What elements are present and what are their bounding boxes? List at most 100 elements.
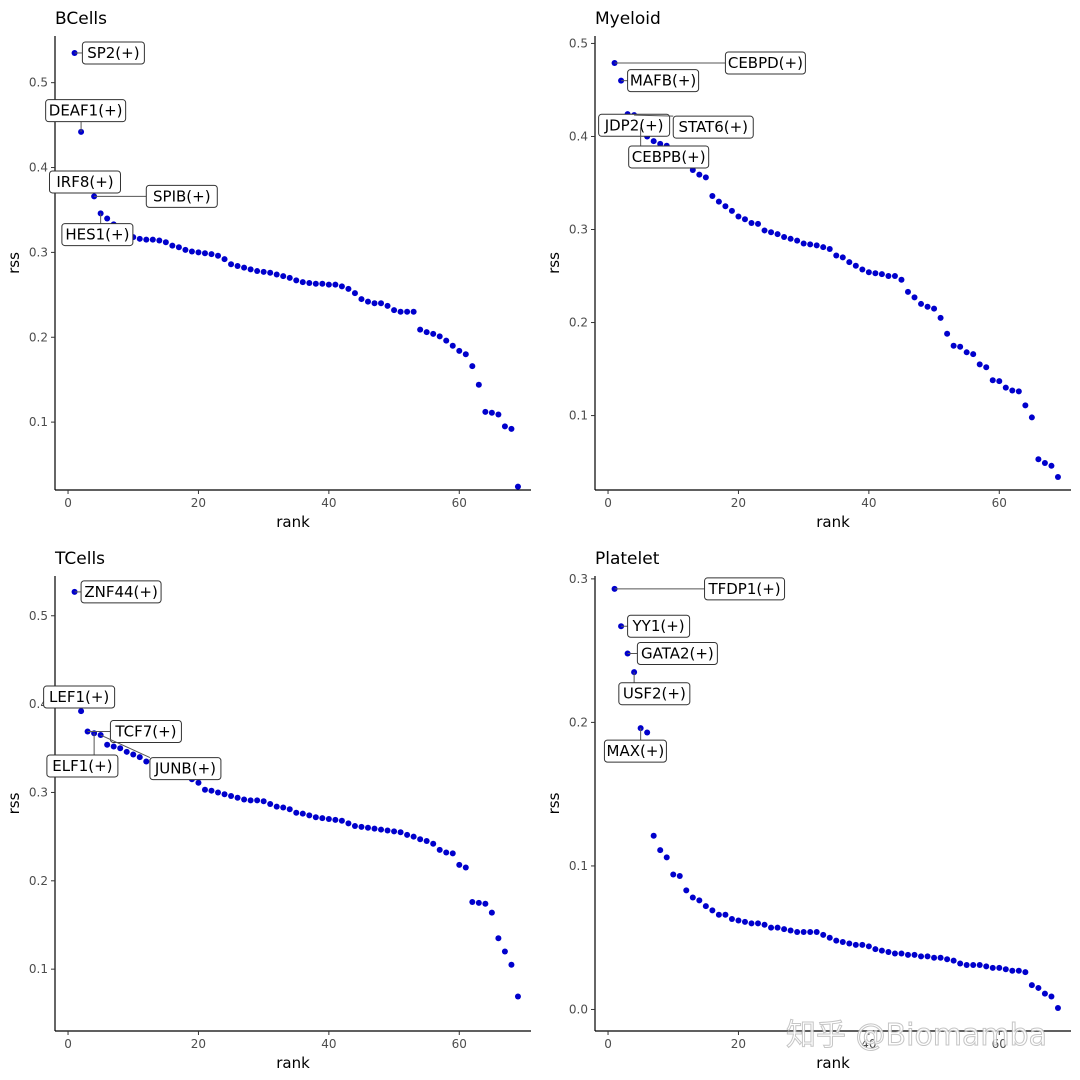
data-point bbox=[162, 239, 169, 246]
x-tick-label: 40 bbox=[861, 1037, 876, 1051]
regulon-label: SP2(+) bbox=[87, 44, 139, 62]
data-point bbox=[878, 271, 885, 278]
data-point bbox=[1009, 387, 1016, 394]
data-point bbox=[104, 215, 111, 222]
data-point bbox=[702, 174, 709, 181]
label-box bbox=[598, 113, 671, 137]
y-tick-label: 0.3 bbox=[29, 785, 48, 799]
data-point bbox=[904, 288, 911, 295]
data-point bbox=[482, 900, 489, 907]
data-point bbox=[996, 964, 1003, 971]
data-point bbox=[410, 833, 417, 840]
data-point bbox=[768, 924, 775, 931]
data-point bbox=[247, 797, 254, 804]
label-box bbox=[724, 51, 806, 75]
x-tick-label: 40 bbox=[861, 496, 876, 510]
data-point bbox=[136, 235, 143, 242]
x-tick-label: 40 bbox=[321, 496, 336, 510]
data-point bbox=[482, 408, 489, 415]
data-point bbox=[911, 294, 918, 301]
data-point bbox=[143, 758, 150, 765]
data-point bbox=[306, 279, 313, 286]
data-point bbox=[384, 827, 391, 834]
data-point bbox=[501, 948, 508, 955]
data-point bbox=[970, 351, 977, 358]
data-point bbox=[254, 797, 261, 804]
data-point bbox=[299, 810, 306, 817]
data-point bbox=[963, 349, 970, 356]
data-point bbox=[241, 264, 248, 271]
data-point bbox=[495, 411, 502, 418]
data-point bbox=[1022, 969, 1029, 976]
label-box bbox=[603, 739, 667, 763]
data-point bbox=[443, 849, 450, 856]
label-box bbox=[628, 145, 710, 169]
data-point bbox=[182, 246, 189, 253]
data-point bbox=[241, 796, 248, 803]
regulon-label: IRF8(+) bbox=[56, 173, 113, 191]
data-point bbox=[944, 956, 951, 963]
data-point bbox=[735, 213, 742, 220]
data-point bbox=[839, 254, 846, 261]
label-box bbox=[704, 577, 786, 601]
data-point bbox=[273, 803, 280, 810]
data-point bbox=[488, 909, 495, 916]
data-point bbox=[312, 814, 319, 821]
panel-title: Platelet bbox=[595, 549, 660, 569]
data-point bbox=[709, 907, 716, 914]
point-labels: CEBPD(+) MAFB(+) JDP2(+) STAT6(+) CEBPB(+) bbox=[598, 51, 806, 169]
data-point bbox=[1041, 460, 1048, 467]
label-leader-line bbox=[100, 734, 151, 759]
label-box bbox=[48, 170, 121, 194]
data-point bbox=[449, 850, 456, 857]
regulon-label: MAX(+) bbox=[607, 742, 665, 760]
data-point bbox=[234, 262, 241, 269]
regulon-label: JUNB(+) bbox=[154, 760, 216, 778]
data-point bbox=[748, 920, 755, 927]
data-point bbox=[807, 241, 814, 248]
panel-platelet: Platelet 0 20 40 60 0.0 0.1 0.2 0.3 rank rss TFDP1(… bbox=[545, 549, 1071, 1072]
point-labels: ZNF44(+) LEF1(+) TCF7(+)ELF1(+) JUNB(+) bbox=[43, 580, 222, 781]
data-point bbox=[234, 794, 241, 801]
y-tick-label: 0.2 bbox=[569, 316, 588, 330]
data-point bbox=[722, 911, 729, 918]
data-point bbox=[286, 274, 293, 281]
data-point bbox=[430, 840, 437, 847]
data-point bbox=[215, 789, 222, 796]
data-point bbox=[312, 280, 319, 287]
data-point bbox=[1054, 1005, 1061, 1012]
data-point bbox=[273, 271, 280, 278]
data-point bbox=[865, 943, 872, 950]
data-point bbox=[260, 798, 267, 805]
data-point bbox=[924, 303, 931, 310]
points bbox=[71, 49, 521, 490]
data-point bbox=[175, 244, 182, 251]
data-point bbox=[728, 207, 735, 214]
data-point bbox=[117, 745, 124, 752]
data-point bbox=[689, 166, 696, 173]
data-point bbox=[859, 941, 866, 948]
data-point bbox=[813, 928, 820, 935]
data-point bbox=[807, 928, 814, 935]
data-point bbox=[1009, 967, 1016, 974]
data-point bbox=[195, 779, 202, 786]
data-point bbox=[748, 219, 755, 226]
data-point bbox=[410, 308, 417, 315]
data-point bbox=[475, 381, 482, 388]
data-point bbox=[781, 926, 788, 933]
data-point bbox=[800, 240, 807, 247]
data-point bbox=[221, 791, 228, 798]
data-point bbox=[156, 237, 163, 244]
regulon-label: TCF7(+) bbox=[114, 722, 176, 740]
data-point bbox=[1054, 473, 1061, 480]
x-tick-label: 0 bbox=[604, 496, 612, 510]
data-point bbox=[338, 283, 345, 290]
points bbox=[611, 585, 1061, 1012]
data-point bbox=[332, 816, 339, 823]
regulon-label: USF2(+) bbox=[623, 685, 686, 703]
point-labels: SP2(+) DEAF1(+) IRF8(+) SPIB(+) HES1(+) bbox=[45, 41, 218, 247]
data-point bbox=[937, 954, 944, 961]
data-point bbox=[404, 308, 411, 315]
y-axis-title: rss bbox=[545, 252, 563, 274]
